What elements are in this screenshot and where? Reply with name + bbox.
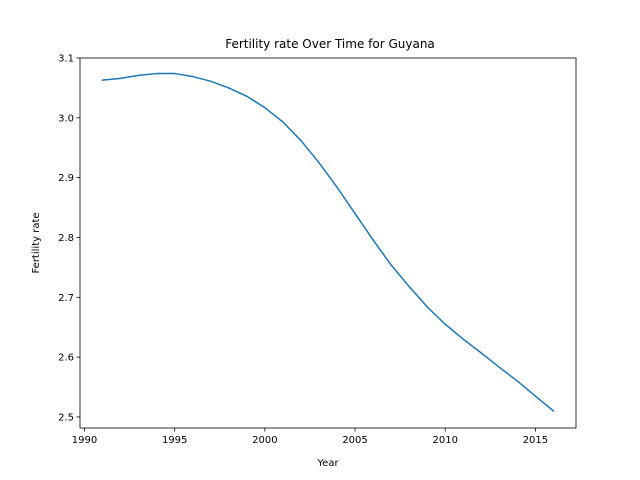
plot-area <box>79 57 577 429</box>
y-tick-label: 2.7 <box>58 293 74 304</box>
x-axis-label: Year <box>316 458 339 469</box>
x-tick-label: 2010 <box>433 435 458 446</box>
data-point <box>155 72 158 75</box>
y-tick-label: 2.8 <box>58 233 74 244</box>
y-axis-label: Fertility rate <box>31 212 42 273</box>
y-tick-label: 2.6 <box>58 353 74 364</box>
data-point <box>552 410 555 412</box>
data-point <box>336 186 338 188</box>
data-point <box>300 139 302 142</box>
data-point <box>408 285 410 288</box>
data-point <box>444 323 446 326</box>
chart-title: Fertility rate Over Time for Guyana <box>225 37 435 51</box>
x-tick-label: 2015 <box>523 435 548 446</box>
y-axis: 2.5 2.6 2.7 2.8 2.9 3.0 3.1 <box>58 54 80 423</box>
x-tick-label: 2000 <box>252 435 277 446</box>
data-point <box>228 87 230 89</box>
x-tick-label: 1990 <box>72 435 97 446</box>
data-point <box>498 366 501 369</box>
data-point <box>101 79 104 81</box>
y-tick-label: 2.9 <box>58 173 74 184</box>
y-tick-label: 3.1 <box>58 54 74 65</box>
data-point <box>480 352 483 354</box>
data-point <box>534 395 537 397</box>
y-tick-label: 3.0 <box>58 113 74 124</box>
data-point <box>264 106 266 109</box>
data-point <box>318 161 320 164</box>
x-axis: 1990 1995 2000 2005 2010 2015 <box>72 428 548 446</box>
data-point <box>191 75 194 78</box>
data-points <box>101 72 555 412</box>
x-tick-label: 2005 <box>342 435 367 446</box>
data-point <box>210 80 212 83</box>
y-tick-label: 2.5 <box>58 412 74 423</box>
data-point <box>354 212 356 215</box>
data-point <box>246 95 248 98</box>
data-point <box>516 380 519 382</box>
data-point <box>119 77 122 80</box>
data-point <box>282 121 284 123</box>
series-line <box>101 72 555 412</box>
data-point <box>173 72 176 75</box>
data-point <box>372 239 374 241</box>
data-point <box>426 306 428 308</box>
data-point <box>390 264 392 266</box>
data-point <box>462 338 465 340</box>
data-point <box>137 74 140 77</box>
x-tick-label: 1995 <box>162 435 187 446</box>
